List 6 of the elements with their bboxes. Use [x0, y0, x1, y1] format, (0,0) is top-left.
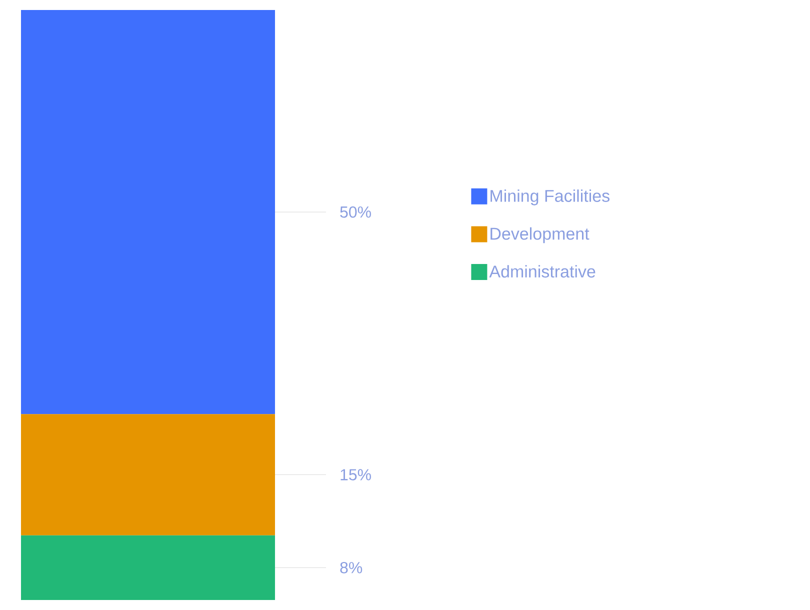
data-label: 8% — [340, 562, 362, 574]
legend-label: Development — [490, 227, 590, 244]
data-label: 50% — [340, 206, 371, 218]
data-label: 15% — [340, 469, 371, 480]
legend-label: Mining Facilities — [490, 189, 610, 206]
legend-label: Administrative — [489, 265, 596, 278]
